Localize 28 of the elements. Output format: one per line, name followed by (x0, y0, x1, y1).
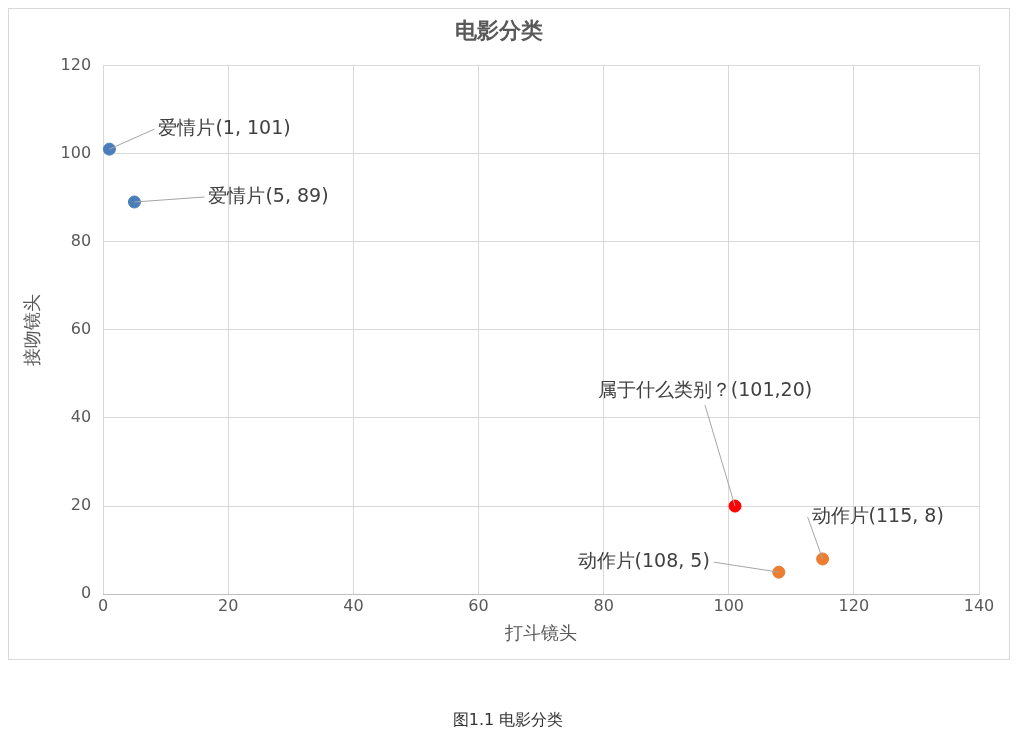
point (728, 499, 742, 513)
chart-title: 电影分类 (455, 17, 543, 43)
x-tick-label: 140 (963, 595, 995, 615)
annotation: 动作片(108, 5) (577, 549, 710, 572)
point (772, 565, 786, 579)
x-axis-title: 打斗镜头 (504, 621, 578, 643)
y-tick-label: 20 (70, 495, 92, 515)
annotation: 爱情片(1, 101) (158, 116, 291, 139)
y-tick-label: 80 (70, 230, 92, 250)
caption: 图1.1 电影分类 (451, 710, 565, 731)
x-tick-label: 60 (468, 595, 489, 615)
point (103, 142, 116, 156)
point (127, 195, 141, 209)
y-tick-label: 100 (60, 142, 92, 162)
x-tick-label: 20 (218, 595, 239, 615)
x-tick-label: 120 (838, 595, 870, 615)
annotation: 动作片(115, 8) (811, 503, 944, 526)
y-tick-label: 40 (70, 407, 92, 427)
y-tick-label: 120 (60, 54, 92, 74)
y-tick-label: 60 (70, 318, 92, 338)
y-axis-title: 接吻镜头 (21, 293, 43, 366)
x-tick-label: 0 (98, 595, 109, 615)
annotation: 属于什么类别？(101,20) (597, 378, 813, 400)
annotation: 爱情片(5, 89) (208, 183, 329, 206)
x-tick-label: 40 (343, 595, 364, 615)
x-tick-label: 100 (713, 595, 745, 615)
x-tick-label: 80 (593, 595, 614, 615)
point (816, 552, 830, 566)
